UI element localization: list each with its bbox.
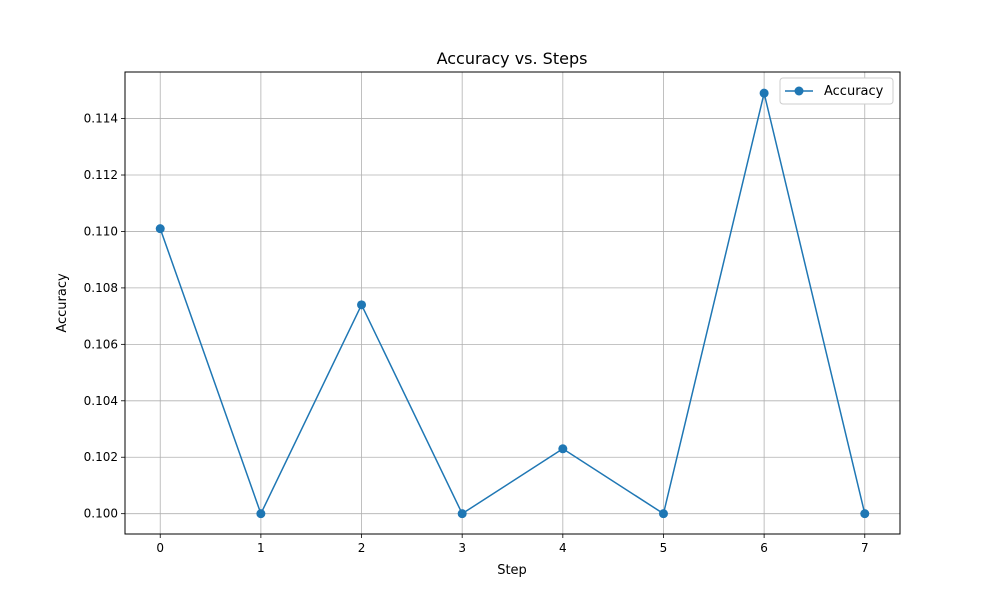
x-tick-label: 0 <box>156 541 164 555</box>
x-tick-label: 5 <box>660 541 668 555</box>
y-tick-label: 0.100 <box>84 507 118 521</box>
y-tick-label: 0.110 <box>84 224 118 238</box>
series-layer <box>155 88 870 519</box>
y-tick-label: 0.106 <box>84 337 118 351</box>
y-axis-ticks: 0.100 0.102 0.104 0.106 0.108 0.110 0.112 0.114 <box>84 112 125 521</box>
data-point <box>658 509 668 519</box>
y-tick-label: 0.104 <box>84 394 118 408</box>
legend: Accuracy <box>779 77 894 105</box>
y-tick-label: 0.112 <box>84 168 118 182</box>
x-tick-label: 3 <box>458 541 466 555</box>
y-tick-label: 0.114 <box>84 112 118 126</box>
y-tick-label: 0.102 <box>84 450 118 464</box>
chart-title: Accuracy vs. Steps <box>437 49 588 68</box>
data-point <box>558 444 568 454</box>
data-point <box>155 224 165 234</box>
legend-label: Accuracy <box>824 84 884 99</box>
x-tick-label: 1 <box>257 541 265 555</box>
plot-frame <box>124 71 901 535</box>
legend-box <box>779 77 894 105</box>
x-tick-label: 6 <box>760 541 768 555</box>
grid-lines <box>125 72 900 534</box>
data-point <box>457 509 467 519</box>
x-tick-label: 4 <box>559 541 567 555</box>
data-point <box>759 88 769 98</box>
x-axis-ticks: 0 1 2 3 4 5 6 7 <box>156 534 869 555</box>
data-point <box>357 300 367 310</box>
data-point <box>860 509 870 519</box>
series-line <box>159 92 866 516</box>
y-axis-label: Accuracy <box>55 273 70 333</box>
y-tick-label: 0.108 <box>84 281 118 295</box>
x-tick-label: 2 <box>358 541 366 555</box>
legend-marker <box>794 86 804 96</box>
x-axis-label: Step <box>497 563 527 578</box>
x-tick-label: 7 <box>861 541 869 555</box>
data-point <box>256 509 266 519</box>
